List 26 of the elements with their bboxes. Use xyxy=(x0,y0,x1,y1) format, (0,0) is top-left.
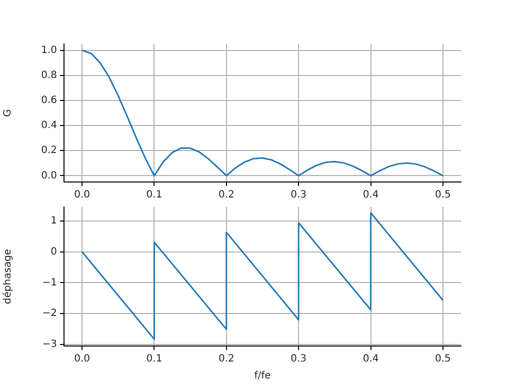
x-tick-label: 0.5 xyxy=(435,190,451,201)
x-tick-label: 0.0 xyxy=(74,354,90,365)
y-tick-label: 1.0 xyxy=(41,44,57,56)
x-tick-label: 0.1 xyxy=(146,190,162,201)
y-tick-label: 0 xyxy=(50,246,57,258)
x-tick-label: 0.4 xyxy=(362,190,379,201)
y-tick-label: 0.0 xyxy=(41,170,57,182)
y-tick-label: 0.2 xyxy=(41,145,57,156)
x-tick-label: 0.3 xyxy=(290,190,307,201)
y-tick-label: 0.4 xyxy=(41,120,57,132)
x-tick-label: 0.2 xyxy=(218,190,234,201)
y-tick-label: −2 xyxy=(42,308,57,320)
x-axis-title: f/fe xyxy=(254,370,271,382)
y-tick-label: −1 xyxy=(42,277,57,288)
x-tick-label: 0.2 xyxy=(218,354,234,365)
y-tick-label: 0.6 xyxy=(41,95,57,106)
x-tick-label: 0.3 xyxy=(290,354,307,365)
x-tick-label: 0.5 xyxy=(435,354,451,365)
x-tick-label: 0.0 xyxy=(74,190,90,201)
y-tick-label: 1 xyxy=(50,215,57,226)
y-axis-title: déphasage xyxy=(2,248,14,304)
y-tick-label: 0.8 xyxy=(41,70,57,81)
x-tick-label: 0.1 xyxy=(146,354,162,365)
x-tick-label: 0.4 xyxy=(362,354,379,365)
y-axis-title: G xyxy=(2,109,14,117)
y-tick-label: −3 xyxy=(42,339,57,350)
